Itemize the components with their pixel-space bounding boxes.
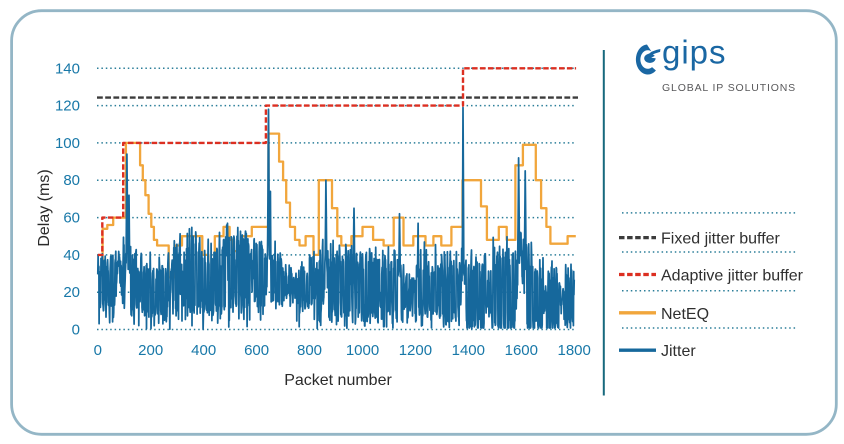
svg-text:Fixed jitter buffer: Fixed jitter buffer (661, 231, 781, 248)
svg-text:400: 400 (191, 342, 216, 359)
svg-text:0: 0 (94, 342, 102, 359)
svg-text:Delay (ms): Delay (ms) (36, 169, 53, 246)
svg-text:0: 0 (72, 322, 80, 339)
svg-text:1200: 1200 (399, 342, 432, 359)
svg-text:120: 120 (55, 98, 80, 115)
svg-text:1000: 1000 (346, 342, 379, 359)
svg-text:1800: 1800 (558, 342, 591, 359)
svg-text:Adaptive jitter buffer: Adaptive jitter buffer (661, 268, 804, 285)
svg-text:600: 600 (244, 342, 269, 359)
svg-text:40: 40 (63, 247, 80, 264)
svg-text:140: 140 (55, 60, 80, 77)
svg-text:1400: 1400 (452, 342, 485, 359)
svg-text:Packet number: Packet number (284, 372, 392, 389)
svg-text:80: 80 (63, 172, 80, 189)
svg-text:800: 800 (297, 342, 322, 359)
svg-text:100: 100 (55, 135, 80, 152)
svg-text:1600: 1600 (505, 342, 538, 359)
svg-text:GLOBAL IP SOLUTIONS: GLOBAL IP SOLUTIONS (662, 82, 796, 94)
svg-text:20: 20 (63, 284, 80, 301)
svg-text:Jitter: Jitter (661, 343, 696, 360)
svg-text:NetEQ: NetEQ (661, 306, 709, 323)
svg-text:gips: gips (662, 34, 727, 71)
svg-text:200: 200 (138, 342, 163, 359)
svg-text:60: 60 (63, 210, 80, 227)
